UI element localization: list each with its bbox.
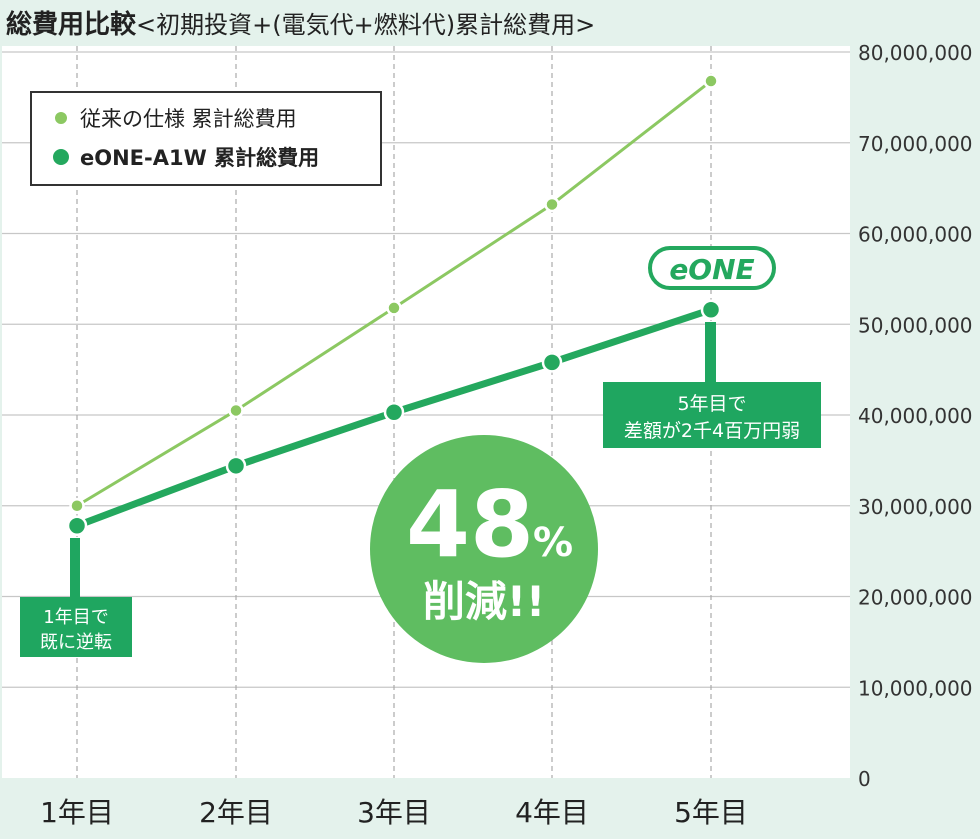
callout-year5-box bbox=[603, 382, 821, 448]
chart-title-main: 総費用比較 bbox=[6, 10, 137, 40]
callout-year1-box bbox=[20, 597, 132, 657]
reduction-badge: 48 % 削減!! bbox=[370, 435, 598, 663]
callout-year5-line1: 5年目で bbox=[677, 393, 746, 415]
callout-year5-line2: 差額が2千4百万円弱 bbox=[624, 420, 800, 442]
callout-year1-line2: 既に逆転 bbox=[40, 632, 112, 653]
callout-year1: 1年目で 既に逆転 bbox=[20, 538, 132, 657]
y-tick-label: 60,000,000 bbox=[858, 223, 973, 247]
y-tick-label: 70,000,000 bbox=[858, 132, 973, 156]
y-tick-label: 0 bbox=[858, 767, 871, 791]
brand-tag-box bbox=[648, 246, 776, 290]
data-point-eone bbox=[383, 402, 405, 423]
data-point-eone bbox=[700, 299, 722, 320]
legend-marker-eone bbox=[51, 147, 71, 167]
series-points bbox=[66, 73, 722, 536]
legend-label-conventional: 従来の仕様 累計総費用 bbox=[80, 107, 297, 131]
y-tick-label: 30,000,000 bbox=[858, 495, 973, 519]
y-tick-label: 10,000,000 bbox=[858, 676, 973, 700]
data-point-eone bbox=[225, 455, 247, 477]
reduction-badge-number: 48 bbox=[406, 471, 534, 578]
y-tick-label: 80,000,000 bbox=[858, 41, 973, 65]
x-tick-label: 2年目 bbox=[199, 796, 273, 829]
callout-year5-pointer bbox=[705, 322, 716, 384]
x-tick-label: 3年目 bbox=[357, 796, 431, 829]
y-axis-tick-labels: 0 10,000,000 20,000,000 30,000,000 40,000,00… bbox=[858, 41, 973, 791]
data-point-eone bbox=[541, 352, 563, 373]
x-tick-label: 5年目 bbox=[674, 796, 748, 829]
y-tick-label: 20,000,000 bbox=[858, 586, 973, 610]
brand-tag-text: eONE bbox=[669, 253, 754, 286]
data-point-conventional bbox=[228, 402, 244, 419]
reduction-badge-circle bbox=[370, 435, 598, 663]
chart-title: 総費用比較<初期投資+(電気代+燃料代)累計総費用> bbox=[6, 4, 595, 41]
chart-title-sub: <初期投資+(電気代+燃料代)累計総費用> bbox=[136, 11, 596, 39]
callout-year5: 5年目で 差額が2千4百万円弱 bbox=[603, 322, 821, 448]
data-point-eone bbox=[66, 515, 88, 536]
legend: 従来の仕様 累計総費用 eONE-A1W 累計総費用 bbox=[30, 91, 382, 186]
data-point-conventional bbox=[544, 196, 560, 213]
legend-marker-conventional bbox=[53, 110, 69, 126]
callout-year1-line1: 1年目で bbox=[43, 607, 108, 628]
callout-year1-pointer bbox=[70, 538, 80, 598]
y-tick-label: 40,000,000 bbox=[858, 404, 973, 428]
data-point-conventional bbox=[69, 498, 85, 514]
x-tick-label: 4年目 bbox=[515, 796, 589, 829]
x-tick-label: 1年目 bbox=[40, 796, 114, 829]
reduction-badge-label: 削減!! bbox=[423, 577, 545, 626]
brand-tag: eONE bbox=[648, 246, 776, 290]
y-tick-label: 50,000,000 bbox=[858, 313, 973, 337]
reduction-badge-percent: % bbox=[533, 520, 573, 566]
data-point-conventional bbox=[703, 73, 719, 89]
legend-box bbox=[30, 91, 382, 186]
data-point-conventional bbox=[386, 300, 402, 316]
x-axis-tick-labels: 1年目 2年目 3年目 4年目 5年目 bbox=[40, 796, 748, 829]
legend-label-eone: eONE-A1W 累計総費用 bbox=[80, 146, 319, 170]
